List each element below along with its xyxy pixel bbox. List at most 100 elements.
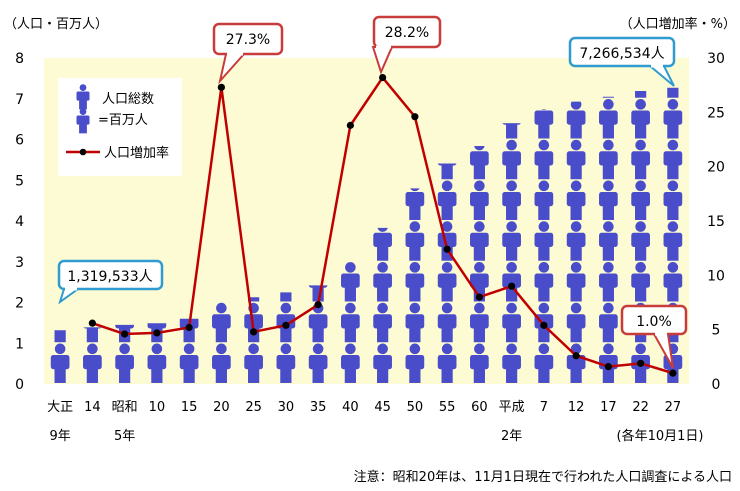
left-tick-label: 1 — [15, 336, 24, 352]
x-tick-label: 45 — [374, 400, 391, 415]
legend-population-unit: =百万人 — [98, 113, 148, 128]
callout-first-population-text: 1,319,533人 — [67, 269, 152, 285]
right-axis-ticks: 0 5 10 15 20 25 30 — [707, 51, 725, 393]
population-bar — [341, 262, 360, 383]
growth-rate-point — [121, 330, 129, 338]
x-tick-label: 平成 — [499, 400, 525, 415]
right-tick-label: 25 — [707, 105, 725, 121]
population-bar — [599, 96, 618, 383]
x-tick-label: 大正 — [47, 400, 73, 415]
callout-peak-1970-text: 28.2% — [385, 25, 429, 41]
x-tick-label: 17 — [600, 400, 617, 415]
right-axis-label: （人口増加率・%） — [620, 16, 736, 32]
growth-rate-point — [508, 282, 516, 290]
legend-growth-label: 人口増加率 — [104, 145, 169, 161]
growth-rate-point — [379, 73, 387, 82]
growth-rate-point — [443, 245, 451, 253]
right-tick-label: 0 — [712, 377, 721, 393]
callout-latest-rate-text: 1.0% — [636, 314, 672, 330]
callout-peak-1945-box — [212, 22, 284, 56]
population-bar — [212, 302, 231, 383]
left-tick-label: 5 — [15, 173, 24, 189]
population-bar — [566, 101, 586, 383]
growth-rate-point — [637, 359, 645, 367]
population-bar — [373, 227, 392, 383]
growth-rate-point — [314, 301, 322, 309]
x-tick-label: 7 — [540, 400, 548, 415]
legend: 人口総数 =百万人 人口増加率 — [58, 78, 182, 176]
callout-peak-1945: 27.3% — [212, 22, 284, 85]
x-tick-label: 40 — [342, 400, 359, 415]
callout-peak-1970: 28.2% — [371, 15, 442, 75]
growth-rate-point — [88, 319, 96, 327]
population-bar — [502, 123, 521, 383]
left-tick-label: 7 — [15, 92, 24, 108]
x-tick-label: 22 — [632, 400, 649, 415]
x-tick-label: 25 — [245, 400, 262, 415]
left-tick-label: 2 — [15, 296, 24, 312]
x-tick-label: 12 — [568, 400, 585, 415]
population-bar — [83, 327, 102, 383]
x-tick-sublabel: 2年 — [501, 429, 522, 444]
population-bar — [470, 146, 489, 383]
growth-rate-point — [250, 328, 258, 336]
callout-latest-rate: 1.0% — [620, 304, 688, 369]
x-tick-label: 10 — [149, 400, 166, 415]
population-bar — [405, 188, 425, 383]
growth-rate-point — [282, 321, 290, 329]
population-bar — [276, 292, 296, 383]
left-axis-ticks: 0 1 2 3 4 5 6 7 8 — [15, 51, 24, 393]
left-tick-label: 0 — [15, 377, 24, 393]
right-tick-label: 15 — [707, 214, 725, 230]
footnote: 注意：昭和20年は、11月1日現在で行われた人口調査による人口 — [354, 469, 732, 485]
callout-latest-rate-box — [620, 304, 688, 336]
legend-marker-swatch — [79, 148, 87, 156]
x-tick-label: 35 — [310, 400, 327, 415]
population-bar — [50, 330, 70, 383]
x-tick-sublabel: 9年 — [49, 429, 70, 444]
callout-latest-population-box — [568, 36, 676, 68]
growth-rate-point — [153, 329, 161, 337]
x-tick-label: 27 — [665, 400, 682, 415]
right-tick-label: 20 — [707, 160, 725, 176]
growth-rate-point — [669, 369, 677, 377]
callout-peak-1945-text: 27.3% — [226, 32, 270, 48]
growth-rate-point — [540, 321, 548, 329]
growth-rate-point — [475, 293, 483, 301]
x-tick-sublabel: 5年 — [114, 429, 135, 444]
callout-first-population: 1,319,533人 — [57, 259, 164, 305]
callout-latest-population-text: 7,266,534人 — [579, 46, 664, 62]
x-tick-label: 50 — [407, 400, 424, 415]
growth-rate-point — [604, 363, 612, 371]
population-bar — [179, 318, 199, 383]
left-tick-label: 4 — [15, 214, 24, 230]
left-tick-label: 6 — [15, 133, 24, 149]
right-tick-label: 30 — [707, 51, 725, 67]
callout-latest-population: 7,266,534人 — [568, 36, 676, 87]
x-tick-label: 20 — [213, 400, 230, 415]
x-tick-label: 55 — [439, 400, 456, 415]
x-tick-label: 15 — [181, 400, 198, 415]
left-tick-label: 3 — [15, 255, 24, 271]
x-tick-label: 60 — [471, 400, 488, 415]
growth-rate-point — [572, 352, 580, 360]
right-tick-label: 10 — [707, 268, 725, 284]
legend-population-label: 人口総数 — [102, 92, 154, 107]
growth-rate-markers — [88, 73, 677, 377]
growth-rate-point — [411, 113, 419, 121]
x-axis-labels: 大正 9年 14 昭和 5年 10 15 20 25 30 35 40 45 50 55 60 平成 2年 7 12 1… — [47, 400, 681, 444]
x-tick-label: 昭和 — [112, 400, 138, 415]
x-tick-label: 30 — [278, 400, 295, 415]
growth-rate-point — [346, 121, 354, 129]
date-note: (各年10月1日) — [617, 428, 704, 444]
population-bar — [437, 163, 457, 383]
growth-rate-point — [185, 323, 193, 332]
callout-first-population-box — [57, 259, 164, 291]
left-tick-label: 8 — [15, 51, 24, 67]
callout-peak-1970-box — [372, 15, 442, 49]
person-icon — [76, 84, 90, 134]
growth-rate-point — [217, 83, 225, 91]
x-tick-label: 14 — [84, 400, 101, 415]
left-axis-label: （人口・百万人） — [4, 17, 108, 32]
